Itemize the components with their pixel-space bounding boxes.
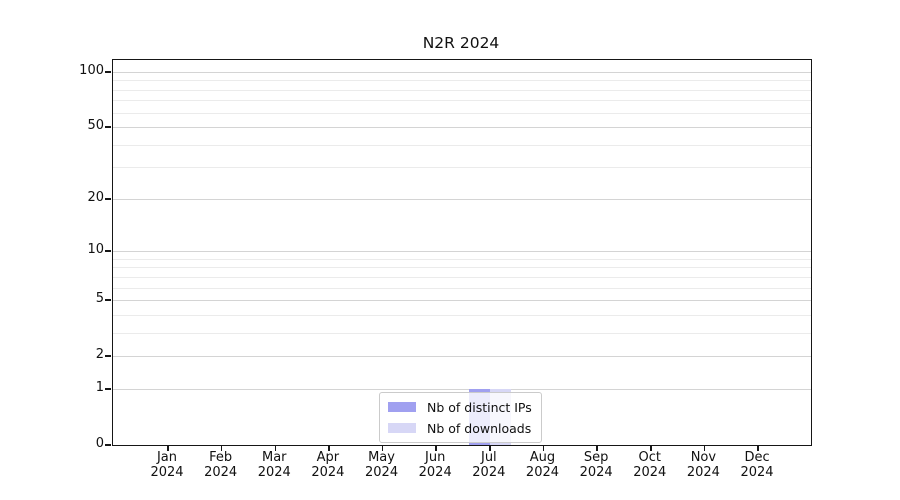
legend: Nb of distinct IPs Nb of downloads — [379, 392, 542, 443]
gridline-major-y50 — [113, 127, 811, 129]
y-tick-mark-10 — [105, 250, 111, 252]
x-tick-mark-jun — [435, 446, 437, 451]
y-tick-mark-2 — [105, 355, 111, 357]
legend-label-downloads: Nb of downloads — [427, 420, 532, 436]
legend-label-distinct-ips: Nb of distinct IPs — [427, 399, 532, 415]
gridline-major-y2 — [113, 356, 811, 358]
x-tick-label-oct: Oct 2024 — [633, 450, 667, 480]
plot-area: Nb of distinct IPs Nb of downloads — [105, 59, 812, 451]
y-tick-label-10: 10 — [87, 242, 104, 258]
legend-swatch-downloads — [388, 423, 416, 433]
x-tick-mark-dec — [757, 446, 759, 451]
gridline-minor-y9 — [113, 258, 811, 260]
gridline-minor-y30 — [113, 167, 811, 169]
y-tick-label-0: 0 — [95, 436, 104, 451]
gridline-minor-y7 — [113, 276, 811, 278]
gridline-minor-y3 — [113, 332, 811, 334]
gridline-minor-y6 — [113, 287, 811, 289]
x-tick-label-nov: Nov 2024 — [686, 450, 720, 480]
x-tick-mark-may — [381, 446, 384, 451]
gridline-minor-y40 — [113, 144, 811, 146]
x-tick-label-jun: Jun 2024 — [418, 450, 452, 480]
y-tick-label-100: 100 — [79, 62, 104, 78]
y-tick-mark-1 — [105, 388, 111, 390]
x-tick-mark-aug — [542, 446, 545, 451]
legend-swatch-distinct-ips — [388, 402, 416, 412]
x-tick-label-jul: Jul 2024 — [472, 450, 506, 480]
x-tick-label-may: May 2024 — [365, 450, 399, 480]
x-tick-mark-jan — [167, 446, 169, 451]
gridline-major-y5 — [113, 300, 811, 302]
x-tick-mark-sep — [596, 446, 598, 451]
x-tick-label-feb: Feb 2024 — [204, 450, 238, 480]
gridline-minor-y80 — [113, 89, 811, 91]
gridline-major-y1 — [113, 388, 811, 390]
x-tick-label-apr: Apr 2024 — [311, 450, 345, 480]
y-tick-label-50: 50 — [87, 118, 104, 134]
y-tick-label-1: 1 — [95, 379, 104, 395]
y-tick-label-20: 20 — [87, 189, 104, 205]
x-tick-label-dec: Dec 2024 — [740, 450, 774, 480]
gridline-minor-y8 — [113, 267, 811, 269]
gridline-major-y100 — [113, 71, 811, 73]
y-tick-mark-100 — [105, 71, 111, 73]
y-tick-label-2: 2 — [95, 347, 104, 363]
legend-item-distinct-ips: Nb of distinct IPs — [388, 399, 532, 415]
x-tick-mark-apr — [328, 446, 330, 451]
gridline-minor-y60 — [113, 112, 811, 114]
gridline-major-y20 — [113, 198, 811, 200]
y-tick-label-5: 5 — [95, 291, 104, 307]
y-tick-mark-0 — [105, 444, 111, 446]
x-tick-mark-feb — [220, 446, 223, 451]
x-tick-label-jan: Jan 2024 — [150, 450, 184, 480]
gridline-minor-y4 — [113, 314, 811, 316]
x-tick-label-mar: Mar 2024 — [257, 450, 291, 480]
gridline-minor-y90 — [113, 80, 811, 82]
gridline-minor-y70 — [113, 100, 811, 102]
chart-title: N2R 2024 — [422, 34, 500, 52]
x-tick-mark-nov — [703, 446, 706, 451]
x-tick-mark-jul — [489, 446, 491, 451]
x-tick-mark-mar — [274, 446, 277, 451]
y-tick-mark-5 — [105, 299, 111, 301]
x-tick-label-sep: Sep 2024 — [579, 450, 613, 480]
gridline-major-y10 — [113, 251, 811, 253]
x-tick-mark-oct — [650, 446, 652, 451]
y-tick-mark-50 — [105, 126, 111, 128]
x-tick-label-aug: Aug 2024 — [525, 450, 560, 480]
legend-item-downloads: Nb of downloads — [388, 420, 532, 436]
y-tick-mark-20 — [105, 198, 111, 200]
